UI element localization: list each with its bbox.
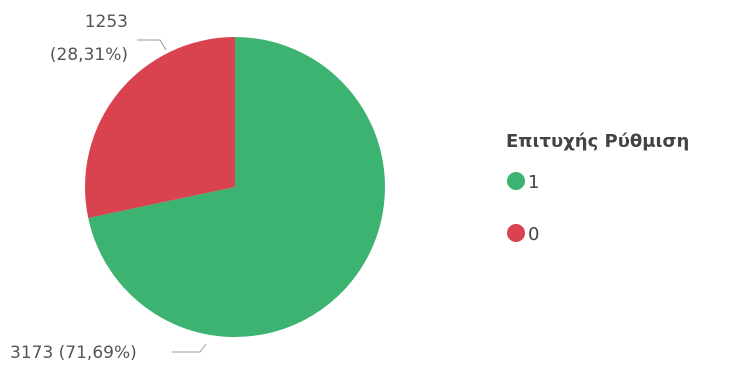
legend-title: Επιτυχής Ρύθμιση [506, 131, 689, 152]
leader-line-0 [137, 39, 167, 51]
legend-label-1: 1 [528, 172, 539, 193]
legend-marker-1 [507, 172, 525, 190]
data-labels: 3173 (71,69%) 1253 (28,31%) [10, 12, 207, 363]
legend-label-0: 0 [528, 224, 539, 245]
legend: Επιτυχής Ρύθμιση 1 0 [506, 131, 689, 245]
pie-slice-1[interactable] [88, 37, 385, 337]
data-label-0-value: 1253 [85, 12, 128, 32]
pie-slices [84, 37, 385, 337]
leader-line-1 [172, 343, 207, 353]
legend-marker-0 [507, 224, 525, 242]
data-label-0-pct: (28,31%) [50, 45, 128, 65]
data-label-1: 3173 (71,69%) [10, 343, 137, 363]
pie-slice-0[interactable] [84, 37, 235, 218]
